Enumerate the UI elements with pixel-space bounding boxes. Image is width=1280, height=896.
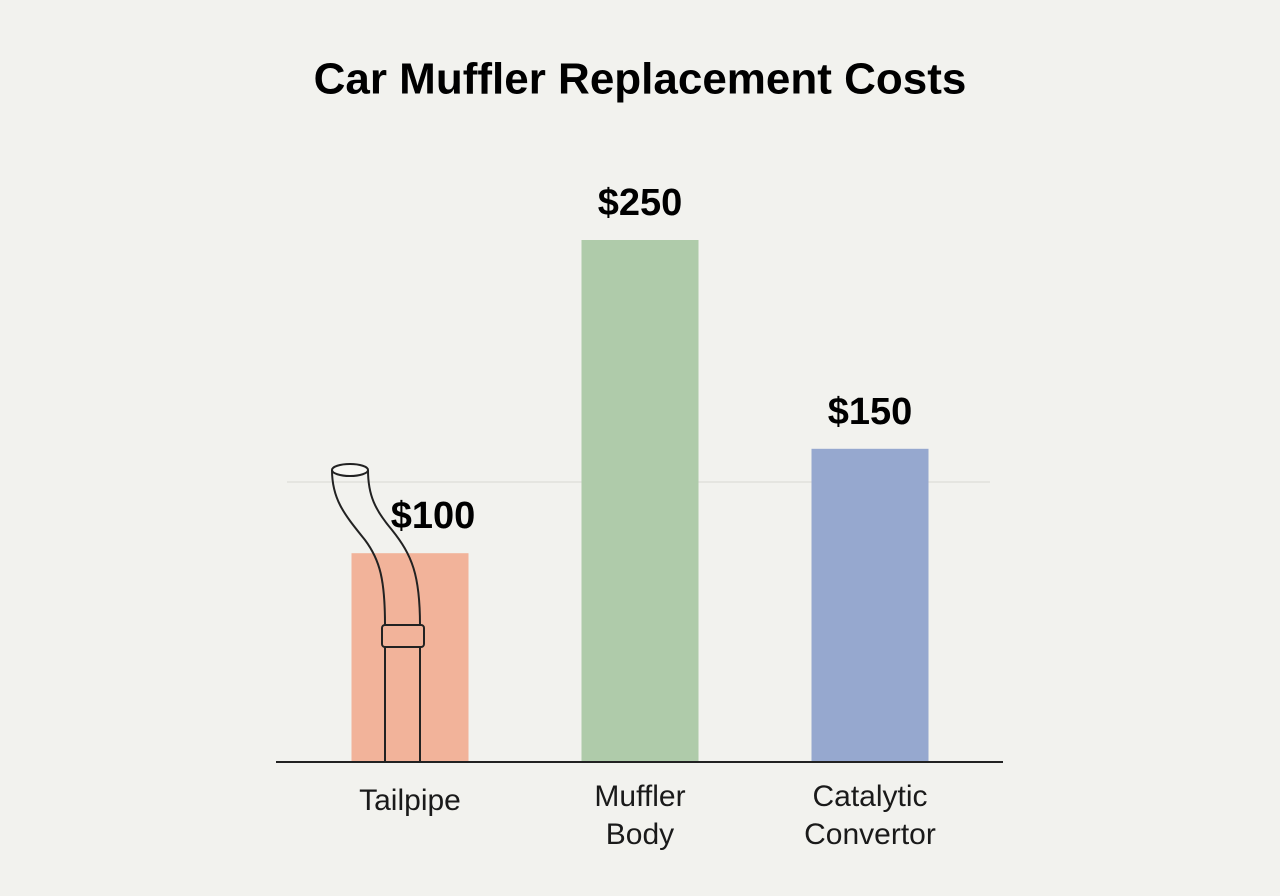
bar bbox=[351, 553, 469, 762]
category-label: Catalytic Convertor bbox=[804, 780, 936, 851]
value-label: $250 bbox=[598, 182, 683, 224]
tailpipe-icon bbox=[331, 463, 425, 762]
bar bbox=[581, 240, 699, 762]
value-label: $150 bbox=[828, 391, 913, 433]
bar bbox=[811, 448, 929, 762]
category-label: Tailpipe bbox=[359, 784, 461, 817]
category-label: Muffler Body bbox=[594, 780, 686, 851]
chart-title: Car Muffler Replacement Costs bbox=[314, 55, 967, 104]
value-label: $100 bbox=[391, 495, 476, 537]
